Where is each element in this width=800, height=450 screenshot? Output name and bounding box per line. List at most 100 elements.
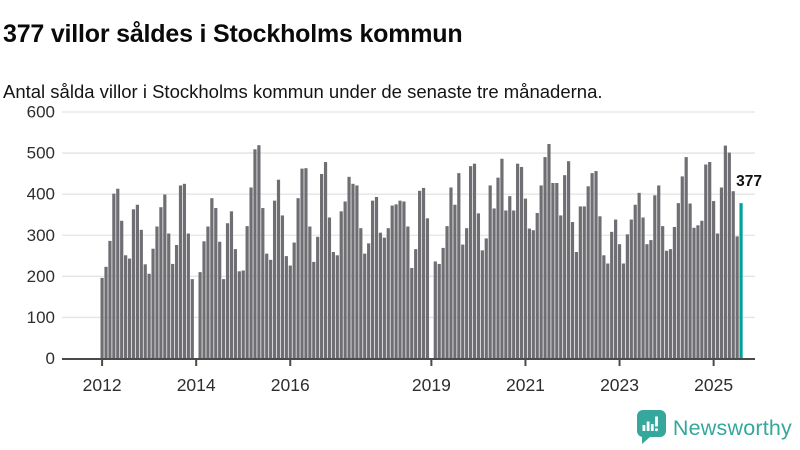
bar bbox=[621, 263, 626, 358]
bar bbox=[351, 183, 355, 358]
bar bbox=[312, 261, 316, 359]
bar bbox=[735, 236, 739, 358]
bar bbox=[516, 163, 520, 358]
bar bbox=[367, 243, 371, 358]
bar bbox=[327, 217, 332, 358]
bar bbox=[539, 185, 543, 358]
bar bbox=[202, 241, 206, 358]
bar bbox=[359, 228, 363, 358]
bar bbox=[218, 241, 222, 358]
bar bbox=[402, 201, 406, 358]
bar bbox=[343, 201, 347, 358]
bar bbox=[476, 213, 481, 358]
bar bbox=[625, 234, 629, 358]
bar bbox=[210, 198, 214, 358]
bar bbox=[629, 219, 633, 358]
bar bbox=[472, 163, 477, 358]
bar bbox=[280, 215, 285, 358]
bar bbox=[543, 157, 547, 358]
bar bbox=[657, 185, 661, 358]
bar bbox=[547, 143, 551, 358]
y-axis-tick-label: 600 bbox=[27, 103, 55, 122]
bar bbox=[433, 261, 437, 358]
bar bbox=[645, 244, 649, 358]
bar bbox=[257, 145, 261, 358]
x-axis-tick-label: 2023 bbox=[600, 375, 639, 395]
bar bbox=[233, 249, 237, 358]
bar bbox=[715, 233, 720, 358]
bar bbox=[398, 200, 402, 358]
bar bbox=[104, 266, 108, 358]
bar bbox=[308, 226, 312, 358]
bar bbox=[500, 158, 504, 358]
bar bbox=[147, 273, 151, 358]
bar bbox=[163, 194, 167, 358]
x-axis-tick-label: 2014 bbox=[177, 375, 216, 395]
bar bbox=[496, 177, 500, 358]
bar bbox=[406, 226, 410, 358]
bar bbox=[590, 173, 594, 359]
bar bbox=[664, 250, 669, 358]
bar bbox=[684, 157, 688, 358]
bar bbox=[649, 240, 653, 358]
bar bbox=[269, 259, 273, 358]
bar bbox=[178, 185, 183, 358]
bar bbox=[272, 200, 277, 358]
y-axis-tick-label: 100 bbox=[27, 308, 55, 327]
bar bbox=[414, 249, 418, 358]
bar bbox=[292, 242, 296, 358]
newsworthy-bubble-chart-icon bbox=[636, 410, 666, 444]
bar bbox=[222, 279, 226, 358]
bar bbox=[425, 218, 430, 358]
bar bbox=[331, 252, 335, 358]
bar bbox=[378, 232, 383, 358]
bar bbox=[241, 270, 245, 358]
bar bbox=[182, 183, 187, 358]
bar bbox=[116, 188, 120, 358]
bar bbox=[480, 250, 484, 358]
bar bbox=[370, 200, 375, 358]
bar bbox=[468, 166, 473, 358]
bar bbox=[594, 171, 598, 358]
bar bbox=[508, 196, 512, 358]
bar bbox=[437, 263, 441, 358]
bar bbox=[719, 187, 724, 358]
bar bbox=[445, 226, 449, 358]
bar bbox=[386, 228, 390, 358]
bar bbox=[559, 215, 563, 358]
bar bbox=[100, 277, 104, 358]
newsworthy-logo: Newsworthy bbox=[636, 410, 792, 446]
bar bbox=[253, 149, 257, 358]
bar bbox=[523, 198, 528, 358]
y-axis-tick-label: 300 bbox=[27, 226, 55, 245]
bar bbox=[578, 206, 582, 358]
bar bbox=[641, 217, 645, 358]
x-axis-tick-label: 2012 bbox=[83, 375, 122, 395]
bar bbox=[680, 176, 684, 358]
bar bbox=[300, 168, 304, 358]
bar bbox=[347, 176, 351, 358]
bar bbox=[614, 219, 618, 358]
chart-title: 377 villor såldes i Stockholms kommun bbox=[3, 19, 463, 48]
bar bbox=[418, 190, 422, 358]
bar bbox=[551, 182, 555, 358]
newsworthy-brand-name: Newsworthy bbox=[672, 415, 792, 440]
bar bbox=[570, 222, 575, 358]
bar bbox=[535, 212, 539, 358]
x-axis-tick-label: 2019 bbox=[412, 375, 451, 395]
bar bbox=[700, 220, 704, 358]
bar bbox=[108, 240, 112, 358]
bar bbox=[512, 210, 516, 358]
bar bbox=[586, 186, 590, 358]
bar bbox=[214, 208, 218, 358]
bar bbox=[449, 187, 453, 358]
bar bbox=[171, 263, 175, 358]
bar bbox=[276, 179, 281, 358]
bar bbox=[339, 211, 343, 358]
bar bbox=[598, 216, 602, 358]
y-axis-tick-label: 200 bbox=[27, 267, 55, 286]
bar bbox=[441, 247, 445, 358]
bar bbox=[288, 265, 292, 358]
bar bbox=[731, 191, 735, 358]
bar bbox=[304, 168, 308, 358]
